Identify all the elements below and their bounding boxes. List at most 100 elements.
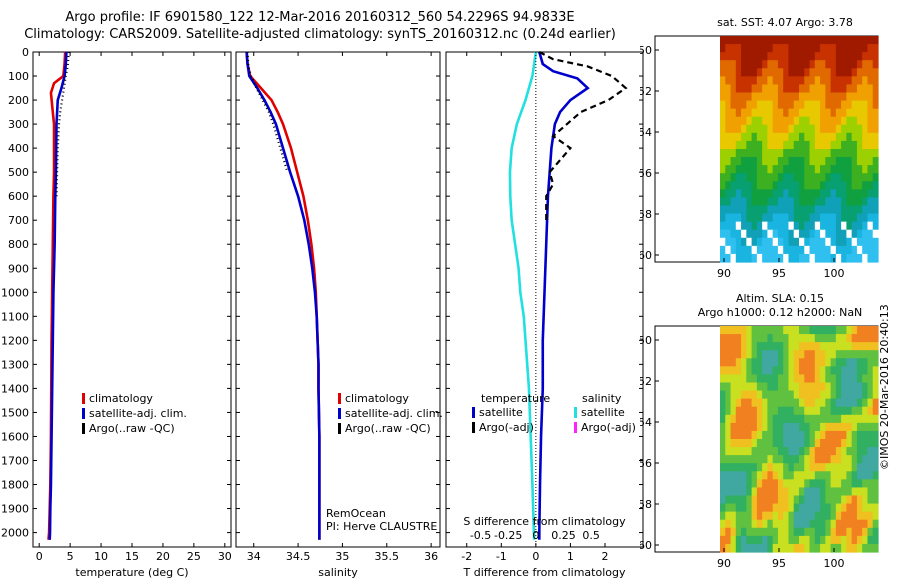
map-cell	[735, 52, 742, 61]
map-cell	[735, 519, 742, 529]
map-cell	[830, 374, 837, 384]
map-cell	[741, 503, 747, 513]
map-cell	[720, 189, 726, 199]
map-cell	[741, 358, 747, 367]
map-cell	[725, 76, 732, 86]
map-cell	[793, 100, 800, 110]
x-tick-label: 1	[567, 550, 574, 563]
map-cell	[851, 447, 858, 456]
map-cell	[820, 374, 826, 384]
map-y-label: -60	[640, 249, 652, 262]
map-cell	[830, 447, 837, 456]
map-cell	[872, 213, 879, 223]
map-cell	[725, 439, 732, 448]
map-cell	[814, 245, 821, 255]
map-cell	[862, 44, 869, 53]
map-cell	[762, 543, 768, 553]
map-cell	[767, 229, 774, 239]
map-cell	[756, 430, 763, 440]
map-cell	[762, 108, 768, 118]
map-cell	[804, 52, 811, 61]
map-cell	[735, 205, 742, 215]
map-cell	[841, 68, 847, 77]
map-cell	[741, 229, 747, 239]
map-cell	[720, 422, 726, 432]
map-cell	[720, 358, 726, 367]
map-cell	[720, 76, 726, 86]
map-cell	[841, 503, 847, 513]
map-cell	[872, 414, 879, 424]
map-cell	[804, 430, 811, 440]
map-cell	[793, 181, 800, 190]
map-cell	[862, 463, 869, 472]
x-tick-label: 20	[156, 550, 170, 563]
map-cell	[851, 414, 858, 424]
map-cell	[735, 140, 742, 150]
legend-entry: Argo(..raw -QC)	[345, 422, 431, 435]
map-cell	[820, 358, 826, 367]
map-cell	[841, 422, 847, 432]
map-cell	[804, 471, 811, 480]
map-cell	[862, 527, 869, 537]
map-cell	[830, 358, 837, 367]
map-cell	[767, 366, 774, 376]
map-cell	[814, 100, 821, 110]
map-cell	[872, 503, 879, 513]
profile-title: Argo profile: IF 6901580_122 12-Mar-2016…	[65, 10, 575, 25]
map-cell	[788, 463, 795, 472]
map-cell	[872, 124, 879, 134]
map-cell	[814, 350, 821, 359]
map-cell	[793, 84, 800, 94]
map-cell	[788, 503, 795, 513]
map-cell	[730, 149, 737, 158]
map-cell	[799, 108, 805, 118]
map-cell	[762, 132, 768, 142]
map-cell	[825, 44, 832, 53]
map-cell	[851, 382, 858, 392]
map-cell	[820, 511, 826, 521]
y-tick-label: 500	[8, 166, 29, 179]
map-cell	[841, 140, 847, 150]
map-cell	[846, 479, 853, 489]
y-tick-label: 1000	[1, 286, 29, 299]
map-cell	[872, 495, 879, 505]
map-cell	[793, 116, 800, 126]
map-cell	[772, 414, 779, 424]
map-cell	[867, 463, 874, 472]
map-cell	[772, 108, 779, 118]
map-cell	[746, 237, 753, 247]
map-cell	[788, 543, 795, 553]
map-cell	[788, 60, 795, 69]
map-cell	[804, 84, 811, 94]
map-cell	[825, 36, 832, 45]
map-cell	[867, 149, 874, 158]
map-cell	[804, 197, 811, 207]
map-cell	[720, 197, 726, 207]
map-cell	[725, 253, 732, 263]
map-cell	[851, 479, 858, 489]
map-cell	[788, 366, 795, 376]
map-cell	[725, 52, 732, 61]
map-cell	[804, 390, 811, 400]
map-cell	[846, 398, 853, 408]
map-cell	[862, 350, 869, 359]
map-cell	[777, 414, 784, 424]
map-cell	[756, 447, 763, 456]
map-cell	[804, 44, 811, 53]
map-cell	[867, 213, 874, 223]
y-tick-label: 100	[8, 70, 29, 83]
s-tick-label: 0.5	[582, 529, 600, 542]
salinity-profile-chart: 34 34.5 35 35.5 36salinityclimatologysatelli…	[235, 51, 443, 579]
map-cell	[799, 519, 805, 529]
legend-entry: Argo(-adj)	[479, 421, 534, 434]
map-cell	[788, 430, 795, 440]
map-cell	[799, 455, 805, 464]
map-cell	[835, 471, 842, 480]
map-cell	[783, 471, 790, 480]
map-cell	[825, 422, 832, 432]
map-cell	[783, 527, 790, 537]
map-cell	[762, 342, 768, 351]
difference-profile-chart: -2 -1 0 1 2T difference from climatology-0.5…	[445, 51, 644, 579]
map-cell	[767, 414, 774, 424]
map-cell	[872, 422, 879, 432]
